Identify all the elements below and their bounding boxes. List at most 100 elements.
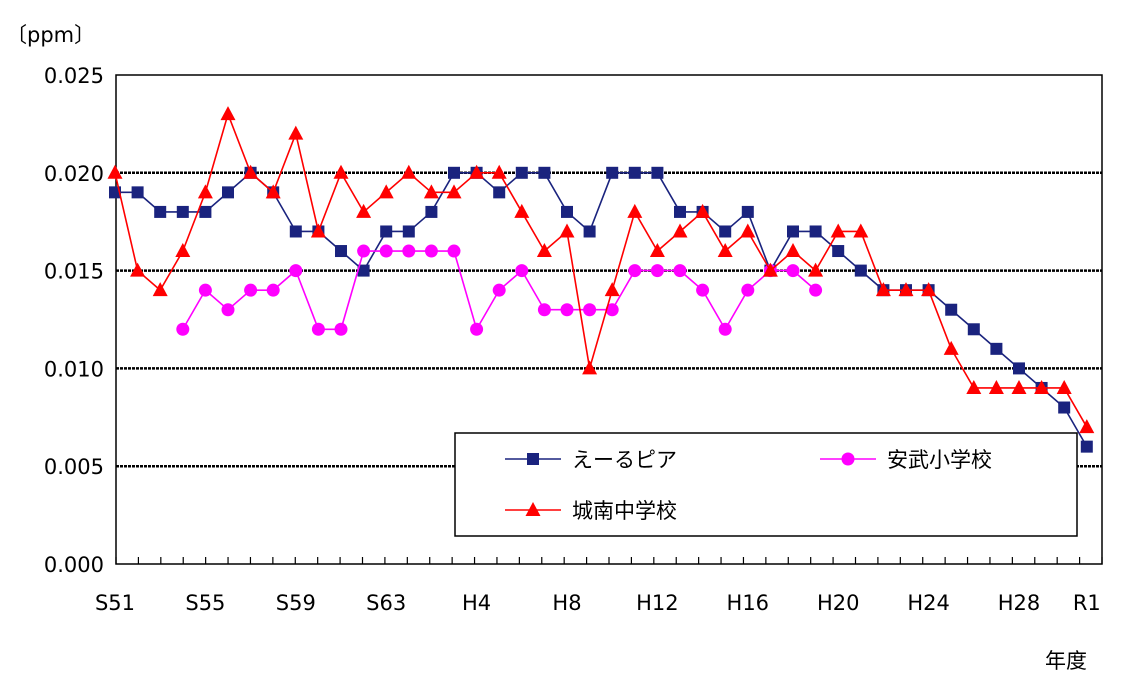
y-tick-label: 0.025 (44, 64, 104, 88)
data-point (762, 262, 778, 277)
data-point (311, 322, 325, 336)
data-point (356, 203, 372, 218)
data-point (176, 322, 190, 336)
data-point (266, 283, 280, 297)
data-point (785, 243, 801, 258)
data-point (898, 282, 914, 297)
data-point (222, 186, 234, 199)
x-axis-title: 年度 (1045, 649, 1087, 673)
x-tick-label: S63 (366, 591, 406, 615)
data-point (741, 283, 755, 297)
data-point (741, 205, 754, 218)
data-point (379, 244, 393, 258)
data-point (583, 303, 597, 317)
data-point (605, 303, 619, 317)
data-point (674, 205, 686, 218)
x-tick-label: S51 (95, 591, 135, 615)
data-point (220, 106, 236, 121)
data-point (402, 225, 415, 238)
data-point (1013, 362, 1025, 375)
data-point (719, 225, 732, 238)
data-point (808, 262, 824, 277)
data-point (107, 164, 123, 179)
data-point (1079, 419, 1095, 434)
data-point (289, 225, 302, 238)
data-point (335, 245, 347, 258)
data-point (447, 244, 461, 258)
data-point (718, 322, 732, 336)
data-point (493, 186, 506, 199)
data-point (176, 205, 189, 218)
data-point (537, 303, 551, 317)
data-point (244, 283, 258, 297)
data-point (875, 282, 891, 297)
data-point (423, 184, 439, 199)
y-tick-label: 0.015 (44, 260, 104, 284)
data-point (1080, 440, 1093, 453)
y-tick-label: 0.020 (44, 162, 104, 186)
data-point (604, 282, 620, 297)
data-point (154, 205, 167, 218)
data-point (628, 166, 641, 179)
data-point (740, 223, 756, 238)
x-tick-label: S59 (276, 591, 316, 615)
data-point (628, 264, 642, 278)
data-point (470, 322, 484, 336)
data-point (152, 282, 168, 297)
data-point (1058, 401, 1071, 414)
legend-box (454, 432, 1078, 537)
data-point (1034, 379, 1050, 394)
data-point (448, 166, 460, 179)
data-point (491, 164, 507, 179)
data-point (717, 243, 733, 258)
data-point (446, 184, 462, 199)
data-point (1056, 379, 1072, 394)
data-point (402, 244, 416, 258)
data-point (559, 223, 575, 238)
data-point (650, 264, 664, 278)
y-tick-label: 0.005 (44, 455, 104, 479)
series-1 (109, 166, 1093, 453)
series-3 (107, 106, 1095, 434)
data-point (469, 164, 485, 179)
legend-label: えーるピア (572, 448, 677, 472)
data-point (943, 340, 959, 355)
data-point (830, 223, 846, 238)
legend-label: 城南中学校 (572, 499, 677, 523)
data-point (786, 264, 800, 278)
data-point (809, 225, 822, 238)
data-point (378, 184, 394, 199)
y-tick-label: 0.000 (44, 553, 104, 577)
data-point (380, 225, 393, 238)
data-point (673, 264, 687, 278)
data-point (651, 166, 664, 179)
data-point (199, 205, 212, 218)
data-point (967, 323, 980, 336)
data-point (288, 125, 304, 140)
x-tick-label: H24 (907, 591, 950, 615)
data-point (492, 283, 506, 297)
data-point (561, 205, 573, 218)
data-point (243, 164, 259, 179)
data-point (1011, 379, 1027, 394)
data-point (695, 203, 711, 218)
data-point (560, 303, 574, 317)
data-point (197, 184, 213, 199)
data-point (515, 166, 528, 179)
legend-label: 安武小学校 (887, 448, 992, 472)
data-point (198, 283, 212, 297)
data-point (921, 282, 937, 297)
x-tick-label: R1 (1073, 591, 1101, 615)
data-point (515, 264, 529, 278)
data-point (945, 303, 958, 316)
data-point (265, 184, 281, 199)
data-point (425, 205, 438, 218)
y-axis: 0.000 0.005 0.010 0.015 0.020 0.025 (44, 64, 104, 577)
series-group (107, 106, 1095, 453)
x-tick-label: H20 (817, 591, 860, 615)
data-point (424, 244, 438, 258)
data-point (334, 322, 348, 336)
data-point (787, 225, 799, 238)
y-unit-label: 〔ppm〕 (6, 23, 95, 47)
